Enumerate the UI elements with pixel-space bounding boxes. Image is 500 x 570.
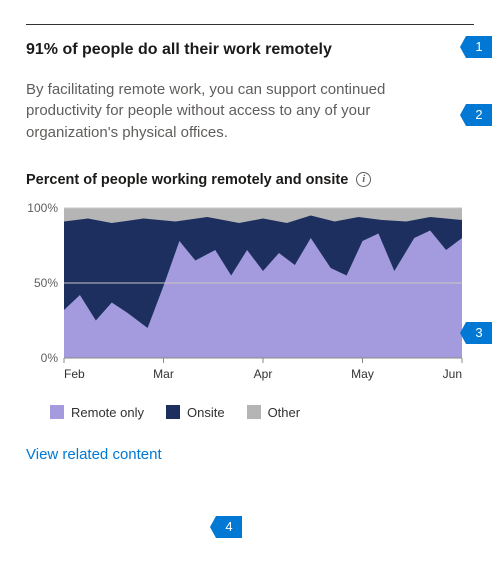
view-related-content-link[interactable]: View related content: [26, 446, 162, 463]
svg-text:May: May: [351, 367, 374, 381]
description: By facilitating remote work, you can sup…: [26, 79, 446, 144]
svg-text:0%: 0%: [41, 351, 59, 365]
callout-badge: 2: [466, 104, 492, 126]
legend-label: Remote only: [71, 405, 144, 420]
legend-label: Other: [268, 405, 301, 420]
svg-text:Mar: Mar: [153, 367, 174, 381]
svg-text:50%: 50%: [34, 276, 58, 290]
chart-title-row: Percent of people working remotely and o…: [26, 172, 474, 188]
legend-swatch: [166, 405, 180, 419]
svg-text:Feb: Feb: [64, 367, 85, 381]
legend-item: Other: [247, 405, 301, 420]
legend-item: Onsite: [166, 405, 225, 420]
top-divider: [26, 24, 474, 25]
legend-swatch: [50, 405, 64, 419]
svg-text:Jun: Jun: [443, 367, 462, 381]
chart-title: Percent of people working remotely and o…: [26, 172, 348, 188]
callout-badge: 1: [466, 36, 492, 58]
info-icon[interactable]: i: [356, 172, 371, 187]
legend-swatch: [247, 405, 261, 419]
chart-area: 0% 50% 100% Feb Mar Apr May Jun: [26, 202, 474, 397]
insight-card: 91% of people do all their work remotely…: [0, 0, 500, 484]
legend-label: Onsite: [187, 405, 225, 420]
svg-text:100%: 100%: [27, 202, 58, 215]
callout-badge: 3: [466, 322, 492, 344]
svg-text:Apr: Apr: [254, 367, 273, 381]
callout-badge: 4: [216, 516, 242, 538]
headline: 91% of people do all their work remotely: [26, 39, 474, 61]
chart-legend: Remote only Onsite Other: [26, 405, 474, 420]
area-chart: 0% 50% 100% Feb Mar Apr May Jun: [26, 202, 466, 392]
legend-item: Remote only: [50, 405, 144, 420]
